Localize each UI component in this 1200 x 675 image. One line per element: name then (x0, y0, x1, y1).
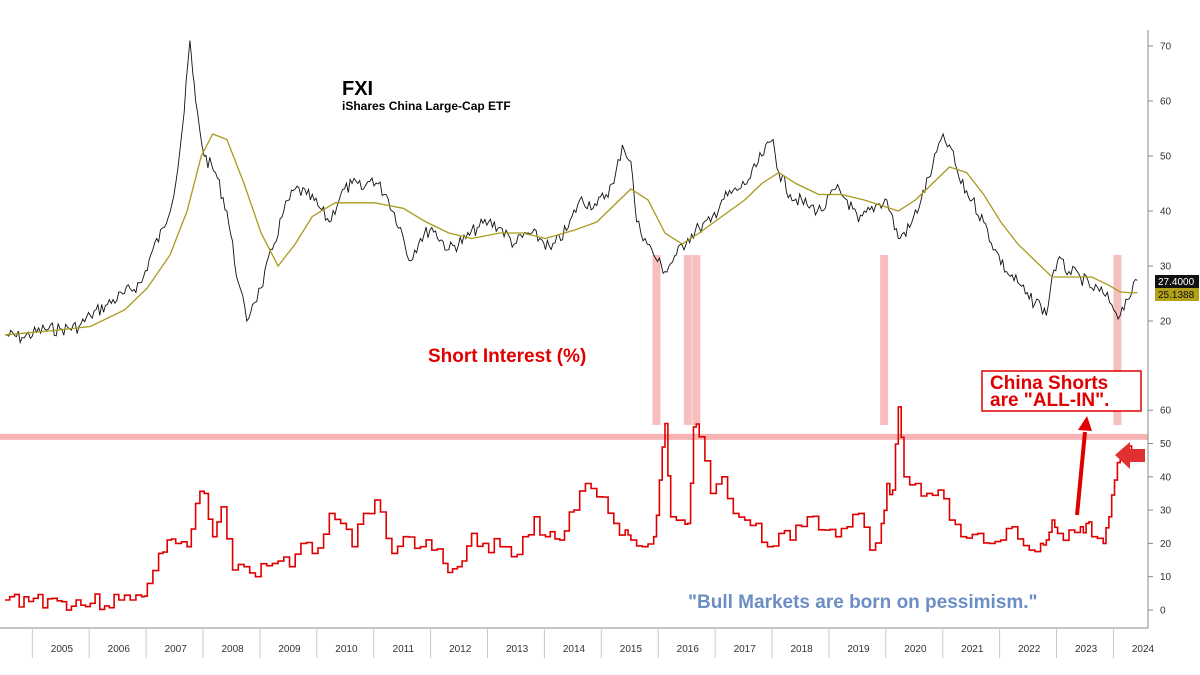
x-label-2016: 2016 (677, 644, 700, 655)
series-lines (4, 40, 1138, 611)
x-label-2005: 2005 (51, 644, 74, 655)
bottom-ytick-label-50: 50 (1160, 439, 1172, 450)
x-label-2007: 2007 (165, 644, 188, 655)
x-label-2010: 2010 (335, 644, 358, 655)
bull-market-quote: "Bull Markets are born on pessimism." (688, 592, 1038, 613)
highlight-bars (652, 255, 1122, 425)
callout-line-1: China Shorts (990, 373, 1108, 394)
top-ytick-label-50: 50 (1160, 152, 1172, 163)
top-ytick-label-20: 20 (1160, 317, 1172, 328)
bottom-ytick-label-20: 20 (1160, 539, 1172, 550)
x-label-2009: 2009 (278, 644, 301, 655)
fxi-moving-average-line (4, 133, 1138, 336)
fxi-price-line (4, 40, 1138, 345)
top-ytick-label-70: 70 (1160, 42, 1172, 53)
x-label-2011: 2011 (393, 644, 415, 655)
x-label-2006: 2006 (108, 644, 131, 655)
x-label-2023: 2023 (1075, 644, 1098, 655)
bottom-ytick-label-30: 30 (1160, 506, 1172, 517)
axes: 20 30 40 50 60 70 0 10 20 30 40 50 60 2005 2006 2007 200… (0, 30, 1172, 658)
callout-box (981, 370, 1142, 412)
callout-line-2: are "ALL-IN". (990, 390, 1109, 411)
last-value-tag: 27.4000 (1158, 277, 1195, 288)
short-interest-title: Short Interest (%) (428, 346, 586, 367)
text-annotations: FXI iShares China Large-Cap ETF Short In… (342, 78, 1142, 613)
highlight-bar-3 (880, 255, 889, 425)
x-label-2024: 2024 (1132, 644, 1155, 655)
x-label-2022: 2022 (1018, 644, 1041, 655)
top-ytick-label-30: 30 (1160, 262, 1172, 273)
ma-value-tag: 25.1388 (1158, 290, 1195, 301)
x-label-2008: 2008 (221, 644, 244, 655)
highlight-bar-4 (1113, 255, 1122, 425)
x-label-2019: 2019 (847, 644, 870, 655)
highlight-bar-0 (652, 255, 661, 425)
bottom-ytick-label-10: 10 (1160, 572, 1172, 583)
x-label-2014: 2014 (563, 644, 586, 655)
x-label-2012: 2012 (449, 644, 472, 655)
pointer-arrow-icon (1115, 442, 1145, 469)
x-label-2018: 2018 (790, 644, 813, 655)
arrows (1075, 416, 1145, 516)
highlight-bar-2 (692, 255, 701, 425)
bottom-ytick-label-40: 40 (1160, 472, 1172, 483)
highlight-bar-1 (683, 255, 692, 425)
short-interest-line (5, 406, 1133, 611)
last-value-tag-bg (1155, 275, 1199, 288)
callout-arrow-shaft (1075, 431, 1087, 516)
x-label-2021: 2021 (961, 644, 984, 655)
top-ytick-label-60: 60 (1160, 97, 1172, 108)
price-chart-subtitle: iShares China Large-Cap ETF (342, 99, 511, 113)
x-label-2017: 2017 (734, 644, 757, 655)
x-label-2020: 2020 (904, 644, 927, 655)
x-label-2015: 2015 (620, 644, 643, 655)
bottom-ytick-label-60: 60 (1160, 406, 1172, 417)
price-chart-title: FXI (342, 78, 373, 100)
value-tags: 27.4000 25.1388 (1155, 275, 1199, 301)
ma-value-tag-bg (1155, 288, 1199, 301)
callout-arrow-head (1078, 416, 1092, 431)
x-label-2013: 2013 (506, 644, 529, 655)
bottom-ytick-label-0: 0 (1160, 606, 1166, 617)
top-ytick-label-40: 40 (1160, 207, 1172, 218)
